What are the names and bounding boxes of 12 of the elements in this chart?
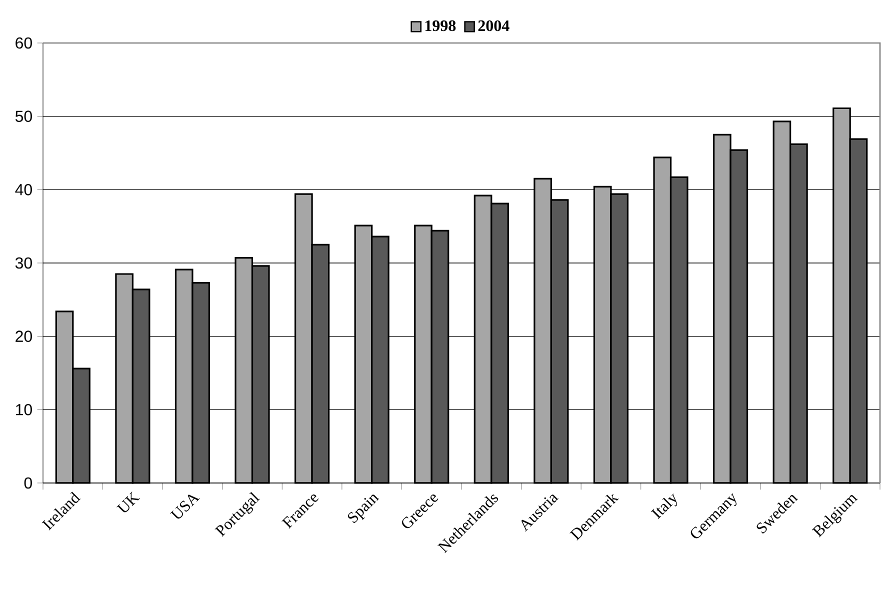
x-tick-label: Italy bbox=[650, 494, 678, 520]
x-tick-label: USA bbox=[170, 494, 200, 519]
y-tick-label: 40 bbox=[15, 184, 32, 196]
y-tick-label: 0 bbox=[24, 477, 32, 489]
y-tick-label: 30 bbox=[15, 257, 32, 269]
legend-label: 1998 bbox=[425, 20, 456, 32]
y-tick-label: 10 bbox=[16, 404, 32, 416]
x-tick-label: UK bbox=[116, 492, 140, 512]
y-tick-label: 50 bbox=[15, 110, 32, 122]
y-tick-label: 20 bbox=[16, 330, 32, 342]
y-tick-label: 60 bbox=[16, 37, 32, 49]
legend-label: 2004 bbox=[478, 20, 510, 32]
